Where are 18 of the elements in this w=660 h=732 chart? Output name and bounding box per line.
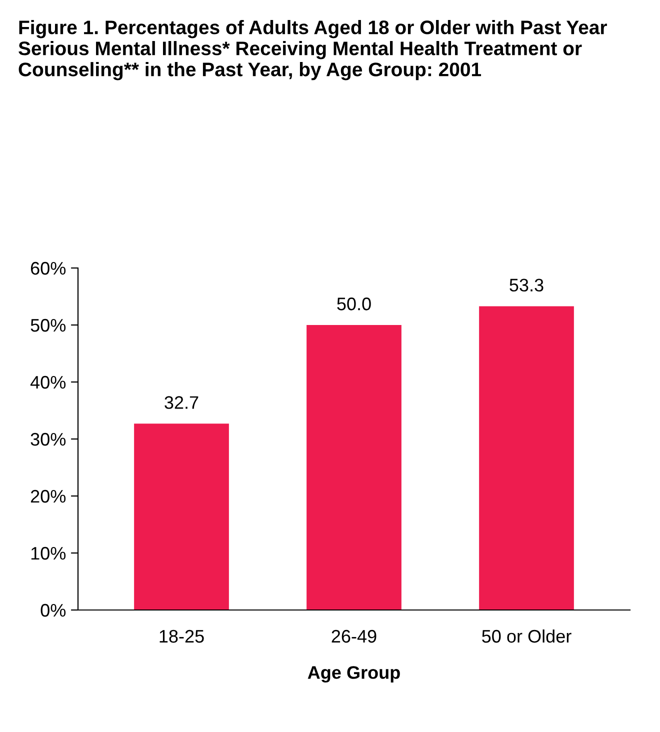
y-tick-label: 10% <box>31 546 66 560</box>
x-tick-label: 18-25 <box>160 630 204 643</box>
x-axis-title: Age Group <box>308 666 400 683</box>
data-label: 50.0 <box>337 298 371 310</box>
y-tick-label: 30% <box>30 432 66 446</box>
data-label: 32.7 <box>164 396 198 409</box>
y-tick-label: 50% <box>30 318 66 332</box>
x-tick-label: 50 or Older <box>482 629 572 643</box>
y-tick-label: 20% <box>30 490 66 503</box>
x-tick-label: 26-49 <box>332 630 376 643</box>
y-tick-label: 40% <box>30 376 66 389</box>
y-tick-label: 0% <box>40 604 66 617</box>
bar <box>134 424 229 610</box>
bar <box>306 325 402 610</box>
chart-title: Figure 1. Percentages of Adults Aged 18 or Older with Past Year Serious Mental Illness* Receiving Mental Health Treatment or Counseling** in the Past Year, by Age Group: 2001 <box>18 20 607 80</box>
data-label: 53.3 <box>510 278 544 292</box>
bar <box>479 306 574 610</box>
y-tick-label: 60% <box>30 262 66 275</box>
